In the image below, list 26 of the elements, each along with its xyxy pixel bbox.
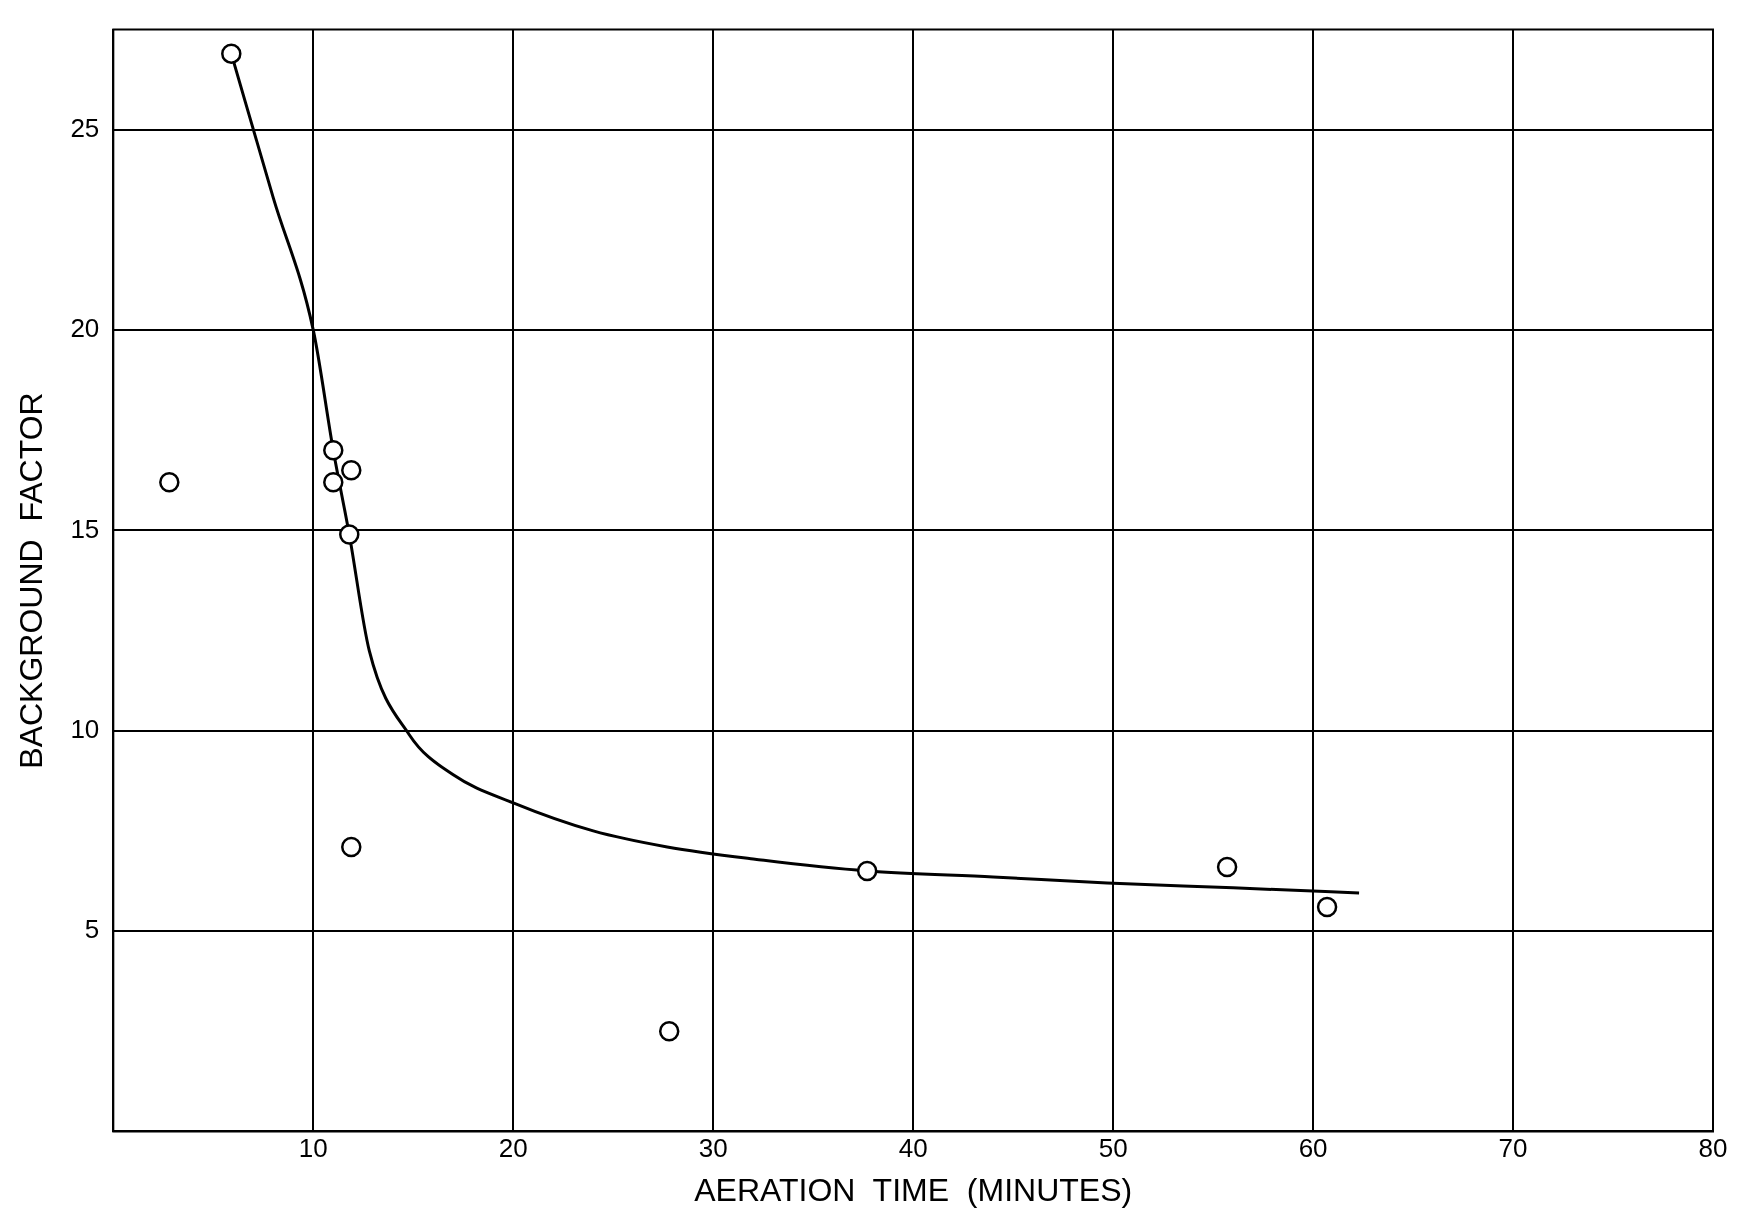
y-tick-label: 10 xyxy=(70,713,100,744)
y-tick-label: 20 xyxy=(70,313,100,344)
point xyxy=(1216,856,1238,878)
x-tick-label: 60 xyxy=(1298,1133,1328,1164)
y-axis-title: BACKGROUND FACTOR xyxy=(13,392,50,769)
x-tick-label: 20 xyxy=(498,1133,528,1164)
x-tick-label: 30 xyxy=(698,1133,728,1164)
y-tick-label: 5 xyxy=(84,914,100,945)
point xyxy=(221,43,242,64)
point xyxy=(1316,896,1338,918)
point xyxy=(658,1020,680,1042)
point xyxy=(341,460,362,481)
point xyxy=(339,524,360,545)
x-tick-label: 50 xyxy=(1098,1133,1128,1164)
x-tick-label: 10 xyxy=(298,1133,328,1164)
x-tick-label: 40 xyxy=(898,1133,928,1164)
point xyxy=(159,472,180,493)
y-tick-label: 25 xyxy=(70,112,100,143)
point xyxy=(323,440,344,461)
y-tick-label: 15 xyxy=(70,513,100,544)
point xyxy=(341,836,362,858)
point xyxy=(323,472,344,493)
x-axis-title: AERATION TIME (MINUTES) xyxy=(694,1171,1133,1208)
x-tick-label: 70 xyxy=(1498,1133,1528,1164)
point xyxy=(856,860,878,882)
x-tick-label: 80 xyxy=(1698,1133,1728,1164)
